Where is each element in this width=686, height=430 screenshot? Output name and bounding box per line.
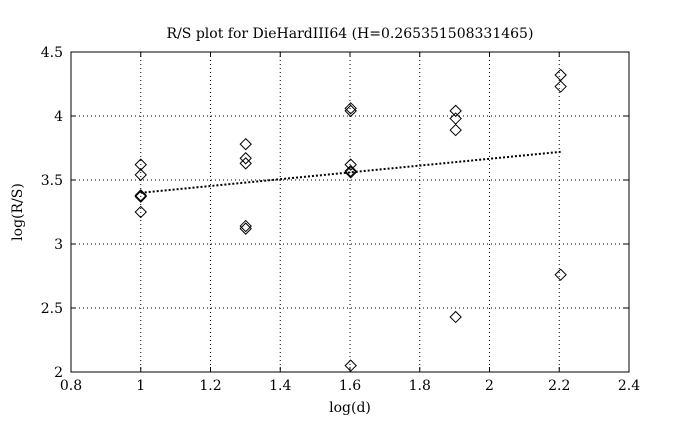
y-tick-label: 2.5 xyxy=(41,301,63,317)
data-point-diamond xyxy=(239,219,252,233)
data-point-diamond xyxy=(554,68,567,82)
x-tick-labels: 0.8 1 1.2 1.4 1.6 1.8 2 2.2 2.4 xyxy=(60,378,640,394)
data-point-diamond xyxy=(134,205,147,219)
chart-title: R/S plot for DieHardIII64 (H=0.265351508… xyxy=(167,26,534,42)
x-tick-label: 1.4 xyxy=(269,378,291,394)
y-tick-label: 2 xyxy=(54,365,63,381)
data-point-diamond xyxy=(134,190,147,203)
x-tick-label: 2.4 xyxy=(618,378,640,394)
y-tick-labels: 2 2.5 3 3.5 4 4.5 xyxy=(41,45,63,381)
fit-line-group xyxy=(140,150,561,194)
data-point-diamond xyxy=(344,102,357,115)
y-tick-label: 3 xyxy=(54,237,63,253)
x-tick-label: 1 xyxy=(136,378,145,394)
data-point-diamond xyxy=(554,268,567,281)
grid-lines xyxy=(71,52,629,372)
fit-line xyxy=(140,150,561,194)
axis-ticks xyxy=(70,51,630,373)
data-point-diamond xyxy=(239,222,252,235)
x-tick-label: 1.6 xyxy=(339,378,361,394)
data-point-diamond xyxy=(344,164,357,178)
data-point-diamond xyxy=(239,152,252,165)
y-tick-label: 4 xyxy=(54,109,63,125)
x-axis-label: log(d) xyxy=(329,400,371,416)
data-point-diamond xyxy=(344,166,357,179)
data-point-diamond xyxy=(449,112,462,125)
x-tick-label: 1.8 xyxy=(409,378,431,394)
data-point-diamond xyxy=(449,104,462,118)
x-tick-label: 2 xyxy=(485,378,494,394)
data-point-diamond xyxy=(239,137,252,151)
data-point-diamond xyxy=(344,104,357,118)
data-point-diamond xyxy=(344,158,357,171)
y-tick-label: 3.5 xyxy=(41,173,63,189)
y-axis-label: log(R/S) xyxy=(10,183,26,241)
data-point-diamond xyxy=(344,359,357,372)
data-point-diamond xyxy=(449,310,462,324)
x-tick-label: 2.2 xyxy=(548,378,570,394)
x-tick-label: 1.2 xyxy=(199,378,221,394)
data-point-diamond xyxy=(449,123,462,137)
data-point-diamond xyxy=(239,157,252,170)
data-point-diamond xyxy=(554,80,567,93)
data-points xyxy=(134,68,567,372)
data-point-diamond xyxy=(134,158,147,171)
data-point-diamond xyxy=(134,189,147,202)
data-point-diamond xyxy=(134,168,147,182)
y-tick-label: 4.5 xyxy=(41,45,63,61)
x-tick-label: 0.8 xyxy=(60,378,82,394)
